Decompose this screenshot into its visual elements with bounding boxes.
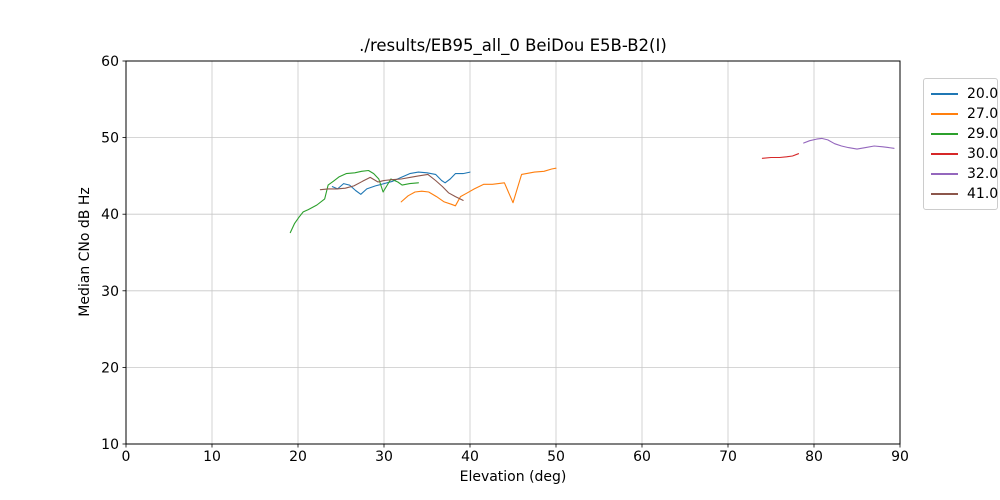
legend-line-swatch: [931, 133, 958, 135]
legend: 20.0 27.0 29.0 30.0 32.0 41.0: [923, 78, 998, 210]
y-axis-label: Median CNo dB Hz: [77, 187, 93, 317]
x-tick-label: 0: [122, 449, 131, 465]
series-line-32.0: [803, 137, 895, 150]
x-tick-label: 90: [891, 449, 909, 465]
y-tick-label: 20: [101, 360, 119, 376]
legend-label: 41.0: [967, 186, 999, 202]
x-tick-label: 70: [719, 449, 737, 465]
legend-row: 20.0: [931, 84, 999, 104]
legend-line-swatch: [931, 173, 958, 175]
chart-title: ./results/EB95_all_0 BeiDou E5B-B2(I): [359, 36, 667, 55]
legend-row: 27.0: [931, 104, 999, 124]
legend-line-swatch: [931, 193, 958, 195]
legend-label: 27.0: [967, 106, 999, 122]
y-tick-label: 40: [101, 207, 119, 223]
legend-line-swatch: [931, 93, 958, 95]
legend-label: 20.0: [967, 86, 999, 102]
y-tick-label: 50: [101, 131, 119, 147]
x-tick-label: 30: [375, 449, 393, 465]
legend-row: 32.0: [931, 164, 999, 184]
series-line-41.0: [319, 173, 464, 201]
x-tick-label: 80: [805, 449, 823, 465]
x-axis-label: Elevation (deg): [459, 469, 567, 485]
legend-label: 29.0: [967, 126, 999, 142]
x-tick-label: 60: [633, 449, 651, 465]
legend-line-swatch: [931, 113, 958, 115]
x-tick-label: 20: [289, 449, 307, 465]
legend-row: 29.0: [931, 124, 999, 144]
series-line-27.0: [400, 167, 557, 207]
x-tick-label: 10: [203, 449, 221, 465]
series-line-20.0: [331, 171, 471, 195]
legend-row: 30.0: [931, 144, 999, 164]
legend-line-swatch: [931, 153, 958, 155]
axes-frame: [125, 60, 901, 445]
legend-label: 30.0: [967, 146, 999, 162]
legend-row: 41.0: [931, 184, 999, 204]
series-line-30.0: [761, 153, 800, 159]
legend-label: 32.0: [967, 166, 999, 182]
x-tick-label: 40: [461, 449, 479, 465]
y-tick-label: 10: [101, 437, 119, 453]
y-tick-label: 30: [101, 284, 119, 300]
y-tick-label: 60: [101, 54, 119, 70]
series-line-29.0: [289, 169, 419, 234]
x-tick-label: 50: [547, 449, 565, 465]
